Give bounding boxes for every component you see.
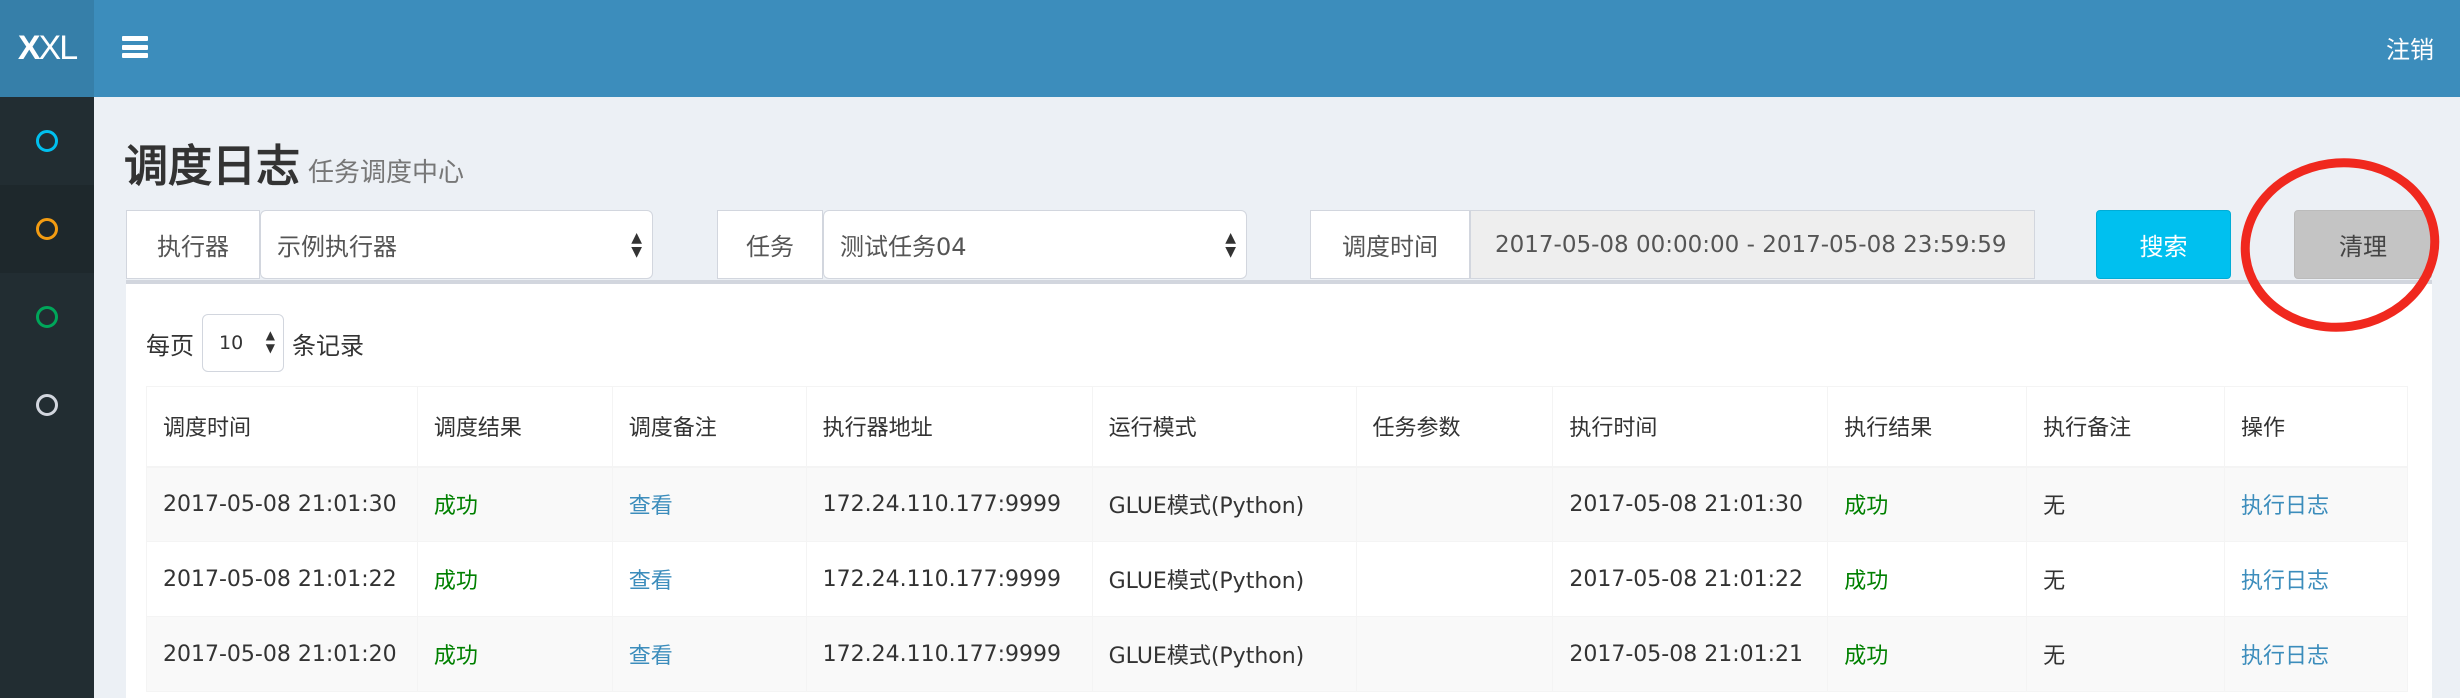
table-row: 2017-05-08 21:01:20 成功 查看 172.24.110.177:99…: [146, 616, 2408, 692]
handle-time-cell: 2017-05-08 21:01:30: [1552, 466, 1829, 542]
table-header-row: 调度时间 调度结果 调度备注 执行器地址 运行模式 任务参数 执行时间 执行结果 执行备注 操作: [146, 386, 2408, 468]
operation-cell[interactable]: 执行日志: [2224, 466, 2408, 542]
handle-msg-cell: 无: [2026, 616, 2225, 692]
executor-select[interactable]: 示例执行器 ▲ ▼: [260, 210, 653, 279]
time-range-input[interactable]: 2017-05-08 00:00:00 - 2017-05-08 23:59:5…: [1470, 210, 2035, 279]
table-row: 2017-05-08 21:01:30 成功 查看 172.24.110.177:99…: [146, 466, 2408, 542]
circle-icon: [36, 394, 58, 416]
column-header[interactable]: 任务参数: [1355, 386, 1554, 468]
executor-filter: 执行器 示例执行器 ▲ ▼: [126, 210, 653, 279]
time-filter: 调度时间 2017-05-08 00:00:00 - 2017-05-08 23…: [1310, 210, 2035, 279]
handle-result-cell: 成功: [1827, 616, 2028, 692]
sort-icon: ▲ ▼: [1225, 230, 1236, 260]
trigger-msg-cell[interactable]: 查看: [611, 466, 807, 542]
circle-icon: [36, 306, 58, 328]
sidebar: [0, 97, 94, 698]
operation-cell[interactable]: 执行日志: [2224, 616, 2408, 692]
job-label: 任务: [717, 210, 823, 279]
handle-time-cell: 2017-05-08 21:01:22: [1552, 541, 1829, 617]
logout-link[interactable]: 注销: [2386, 36, 2434, 64]
executor-value: 示例执行器: [277, 233, 397, 261]
clear-button[interactable]: 清理: [2294, 210, 2432, 279]
search-button[interactable]: 搜索: [2096, 210, 2231, 279]
column-header[interactable]: 运行模式: [1091, 386, 1357, 468]
bars-icon[interactable]: [122, 36, 148, 58]
executor-label: 执行器: [126, 210, 260, 279]
column-header[interactable]: 执行结果: [1827, 386, 2028, 468]
top-navbar: X XL 注销: [0, 0, 2460, 97]
column-header[interactable]: 调度备注: [611, 386, 807, 468]
handle-msg-cell: 无: [2026, 541, 2225, 617]
logo[interactable]: X XL: [0, 0, 94, 97]
log-table-box: 每页 10 ▲ ▼ 条记录 调度时间 调度结果 调度备注 执行器地址 运行模式 任务参数 执行时…: [126, 280, 2432, 698]
handle-result-cell: 成功: [1827, 466, 2028, 542]
job-select[interactable]: 测试任务04 ▲ ▼: [823, 210, 1247, 279]
trigger-result-cell: 成功: [416, 466, 613, 542]
column-header[interactable]: 调度结果: [416, 386, 613, 468]
run-mode-cell: GLUE模式(Python): [1091, 616, 1357, 692]
sidebar-item-2[interactable]: [0, 185, 94, 273]
trigger-msg-cell[interactable]: 查看: [611, 541, 807, 617]
log-table: 调度时间 调度结果 调度备注 执行器地址 运行模式 任务参数 执行时间 执行结果 执行备注 操作 …: [146, 386, 2408, 692]
trigger-time-cell: 2017-05-08 21:01:22: [146, 541, 418, 617]
circle-icon: [36, 130, 58, 152]
column-header[interactable]: 调度时间: [146, 386, 418, 468]
operation-cell[interactable]: 执行日志: [2224, 541, 2408, 617]
time-label: 调度时间: [1310, 210, 1470, 279]
sidebar-item-3[interactable]: [0, 273, 94, 361]
sidebar-item-4[interactable]: [0, 361, 94, 449]
sort-icon: ▲ ▼: [631, 230, 642, 260]
job-param-cell: [1355, 616, 1554, 692]
page-subtitle: 任务调度中心: [308, 158, 465, 188]
trigger-time-cell: 2017-05-08 21:01:30: [146, 466, 418, 542]
job-filter: 任务 测试任务04 ▲ ▼: [717, 210, 1247, 279]
executor-address-cell: 172.24.110.177:9999: [805, 466, 1093, 542]
circle-icon: [36, 218, 58, 240]
column-header[interactable]: 执行器地址: [805, 386, 1093, 468]
job-param-cell: [1355, 466, 1554, 542]
run-mode-cell: GLUE模式(Python): [1091, 466, 1357, 542]
handle-msg-cell: 无: [2026, 466, 2225, 542]
executor-address-cell: 172.24.110.177:9999: [805, 541, 1093, 617]
sort-icon: ▲ ▼: [265, 328, 275, 355]
executor-address-cell: 172.24.110.177:9999: [805, 616, 1093, 692]
job-param-cell: [1355, 541, 1554, 617]
trigger-msg-cell[interactable]: 查看: [611, 616, 807, 692]
page-length: 每页 10 ▲ ▼ 条记录: [146, 314, 364, 372]
trigger-result-cell: 成功: [416, 541, 613, 617]
run-mode-cell: GLUE模式(Python): [1091, 541, 1357, 617]
column-header[interactable]: 执行备注: [2026, 386, 2225, 468]
length-prefix: 每页: [146, 331, 194, 360]
handle-time-cell: 2017-05-08 21:01:21: [1552, 616, 1829, 692]
column-header[interactable]: 执行时间: [1552, 386, 1829, 468]
page-length-select[interactable]: 10 ▲ ▼: [202, 314, 284, 372]
job-value: 测试任务04: [840, 233, 967, 261]
table-row: 2017-05-08 21:01:22 成功 查看 172.24.110.177:99…: [146, 541, 2408, 617]
sidebar-item-1[interactable]: [0, 97, 94, 185]
column-header[interactable]: 操作: [2224, 386, 2408, 468]
page-title-text: 调度日志: [124, 141, 300, 192]
length-suffix: 条记录: [292, 331, 364, 360]
page-title: 调度日志 任务调度中心: [124, 130, 464, 194]
trigger-time-cell: 2017-05-08 21:01:20: [146, 616, 418, 692]
handle-result-cell: 成功: [1827, 541, 2028, 617]
trigger-result-cell: 成功: [416, 616, 613, 692]
page-length-value: 10: [219, 332, 244, 354]
